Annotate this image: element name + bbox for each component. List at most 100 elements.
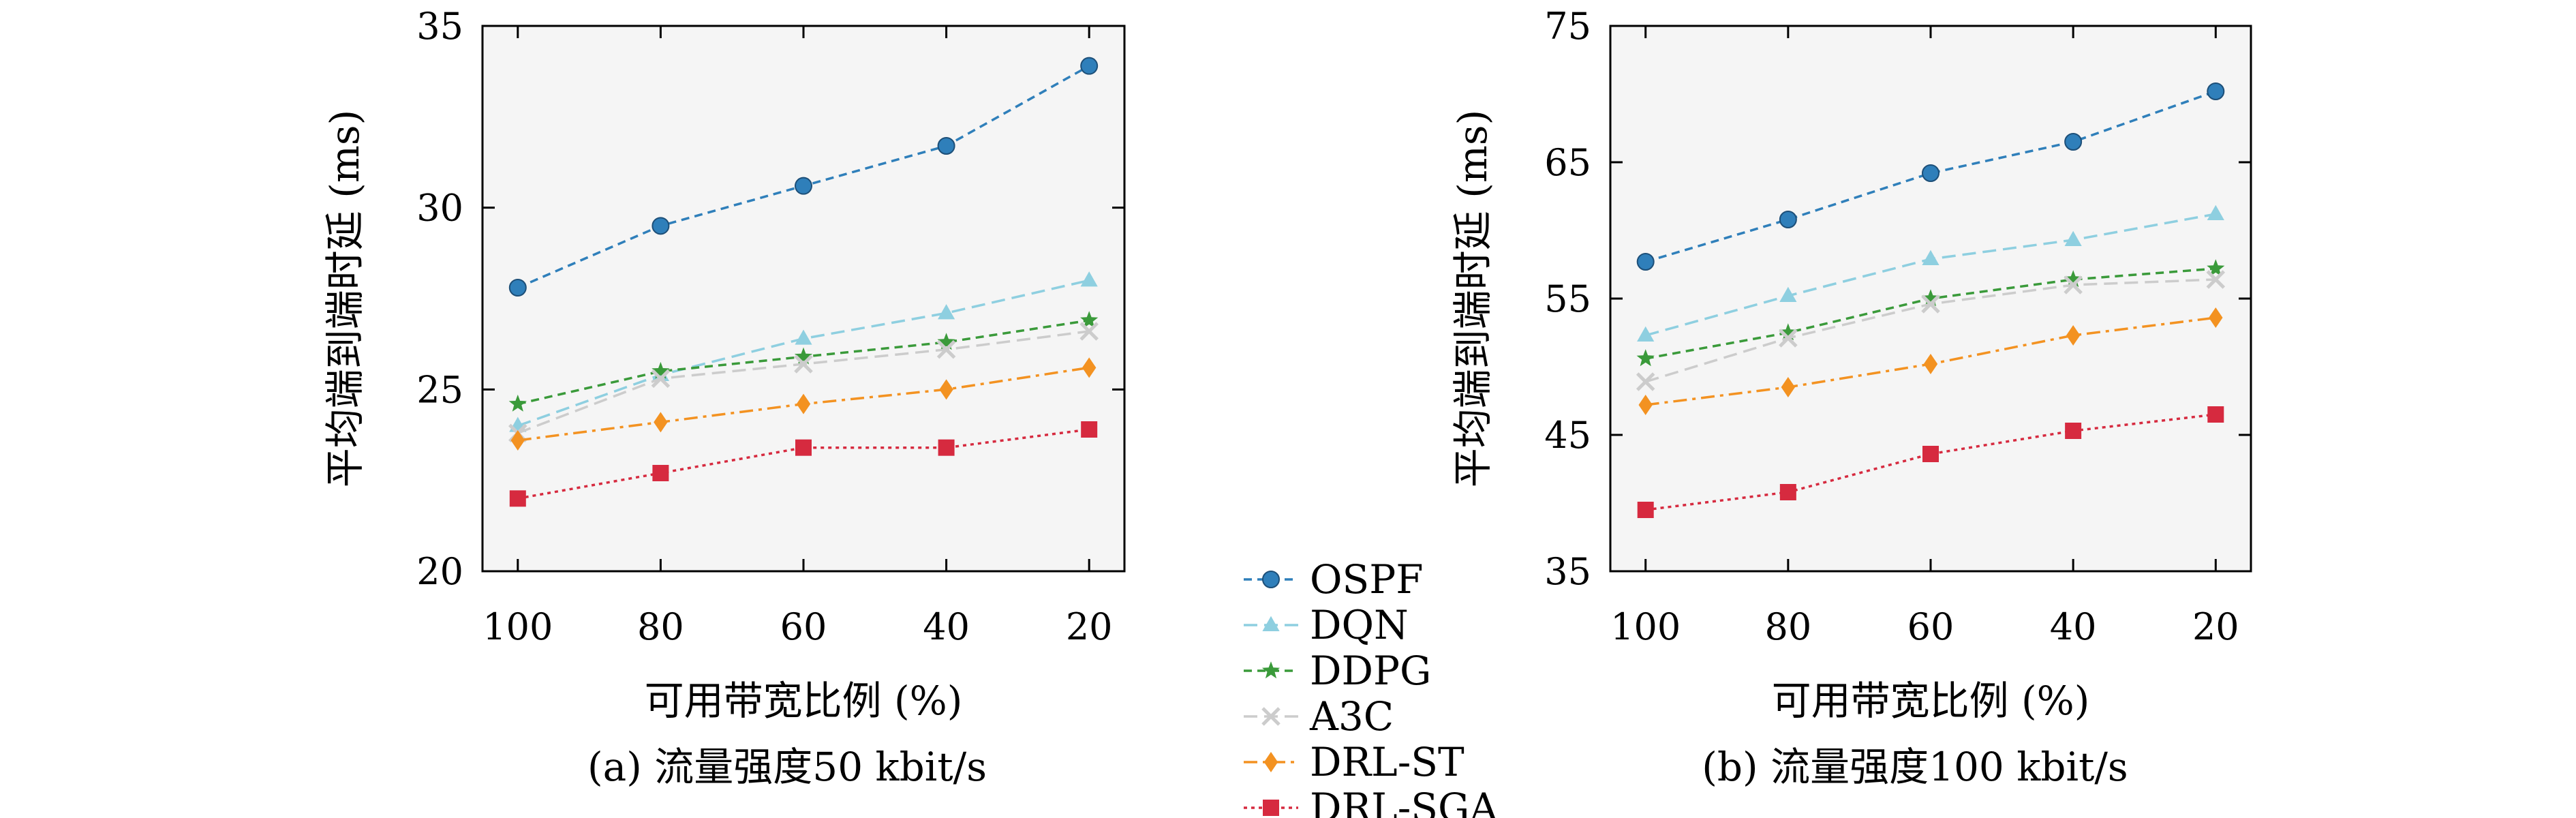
legend-entry-dqn: DQN [1244, 602, 1409, 648]
series-drl-sga [1637, 406, 2224, 518]
data-point-drl-sga [1922, 446, 1939, 462]
y-axis-label: 平均端到端时延 (ms) [322, 110, 368, 487]
x-tick-label: 20 [2192, 605, 2239, 648]
data-point-drl-st [1781, 377, 1796, 397]
data-point-drl-st [1082, 357, 1097, 378]
legend-label-ospf: OSPF [1310, 556, 1424, 603]
series-drl-st [1638, 307, 2223, 415]
data-point-a3c-stroke2 [1079, 322, 1099, 341]
data-point-a3c-stroke2 [794, 354, 813, 374]
data-point-ospf [508, 279, 527, 297]
data-point-ddpg [1636, 349, 1655, 367]
legend-marker-a3c [1261, 707, 1281, 726]
data-point-drl-st [939, 379, 953, 400]
x-tick-label: 80 [1764, 605, 1811, 648]
plot-area [482, 26, 1124, 571]
y-tick-label: 35 [1544, 550, 1591, 593]
data-point-drl-sga [938, 439, 955, 456]
data-point-drl-sga [2207, 406, 2224, 423]
data-point-drl-st [654, 412, 668, 433]
legend-marker-ddpg [1261, 661, 1281, 679]
x-axis-label: 可用带宽比例 (%) [1772, 678, 2090, 724]
data-point-ospf [2207, 82, 2225, 100]
legend-label-drl-st: DRL-ST [1310, 739, 1465, 785]
data-point-a3c-stroke2 [1921, 294, 1940, 314]
y-tick-label: 20 [416, 550, 463, 593]
data-point-a3c [936, 339, 956, 359]
data-point-drl-st [2066, 325, 2081, 346]
legend-marker-dqn [1262, 616, 1280, 631]
x-tick-label: 80 [637, 605, 684, 648]
series-drl-sga [509, 421, 1098, 507]
data-point-ddpg [937, 333, 955, 350]
data-point-ospf [1779, 211, 1797, 228]
data-point-drl-st [1923, 354, 1938, 374]
data-point-drl-sga [652, 465, 669, 481]
legend-marker-drl-sga [1263, 800, 1279, 816]
data-point-drl-sga [2065, 423, 2082, 439]
legend-entry-drl-st: DRL-ST [1244, 739, 1465, 785]
series-ddpg [1636, 259, 2225, 367]
data-point-ospf [1922, 164, 1939, 182]
data-point-ddpg [794, 347, 813, 365]
data-point-dqn [1922, 249, 1939, 265]
data-point-a3c-stroke2 [936, 339, 956, 359]
data-point-a3c [1921, 294, 1940, 314]
y-tick-label: 25 [416, 368, 463, 411]
data-point-a3c [794, 354, 813, 374]
y-axis-label: 平均端到端时延 (ms) [1450, 110, 1496, 487]
data-point-ddpg [2207, 259, 2225, 277]
data-point-ddpg [1779, 323, 1797, 341]
legend-entry-ospf: OSPF [1244, 556, 1424, 603]
series-a3c [508, 322, 1099, 443]
data-point-drl-sga [1081, 421, 1098, 438]
y-tick-label: 45 [1544, 414, 1591, 457]
series-ddpg [508, 311, 1099, 412]
data-point-ddpg [1080, 311, 1099, 329]
series-a3c [1636, 270, 2226, 391]
data-point-a3c-stroke2 [2206, 270, 2226, 289]
series-line-ospf [1645, 90, 2216, 263]
series-ospf [1636, 82, 2225, 271]
data-point-drl-st [510, 430, 525, 451]
data-point-a3c-stroke2 [1779, 329, 1798, 348]
x-tick-label: 100 [482, 605, 553, 648]
legend-label-ddpg: DDPG [1310, 648, 1431, 694]
data-point-a3c [1636, 372, 1655, 391]
x-tick-label: 20 [1066, 605, 1113, 648]
chart-panel-a: 20 25 30 35 100 80 60 40 20 可用带宽比例 (%) 平均端到端时延 (ms… [322, 5, 1126, 790]
series-dqn [1637, 204, 2224, 342]
chart-caption: (b) 流量强度100 kbit/s [1702, 744, 2128, 790]
data-point-drl-sga [1779, 484, 1796, 500]
data-point-a3c [1079, 322, 1099, 341]
series-drl-st [510, 357, 1097, 451]
legend-marker-a3c-stroke2 [1261, 707, 1281, 726]
data-point-drl-st [796, 393, 811, 414]
chart-panel-b: 35 45 55 65 75 100 80 60 40 20 可用带宽比例 (%) 平均端到端时延 (… [1450, 5, 2252, 790]
data-point-dqn [1080, 271, 1098, 287]
plot-frame [1609, 25, 2252, 573]
legend-label-dqn: DQN [1310, 602, 1409, 648]
x-axis-label: 可用带宽比例 (%) [645, 678, 963, 724]
x-tick-label: 40 [2050, 605, 2097, 648]
data-point-ddpg [651, 361, 670, 379]
data-point-dqn [795, 329, 812, 345]
data-point-ddpg [508, 394, 527, 412]
data-point-a3c-stroke2 [1636, 372, 1655, 391]
x-tick-label: 40 [923, 605, 970, 648]
data-point-dqn [2207, 204, 2224, 220]
data-point-drl-sga [1637, 502, 1654, 518]
data-point-dqn [937, 304, 955, 320]
data-point-ospf [937, 137, 955, 155]
y-tick-label: 55 [1544, 277, 1591, 320]
legend-marker-drl-st [1263, 752, 1278, 772]
data-point-ospf [2064, 133, 2083, 151]
y-tick-label: 65 [1544, 141, 1591, 184]
x-tick-label: 100 [1610, 605, 1681, 648]
data-point-ospf [1080, 57, 1099, 75]
x-tick-label: 60 [1907, 605, 1954, 648]
data-point-ospf [1636, 253, 1655, 271]
data-point-a3c-stroke2 [2064, 275, 2083, 294]
